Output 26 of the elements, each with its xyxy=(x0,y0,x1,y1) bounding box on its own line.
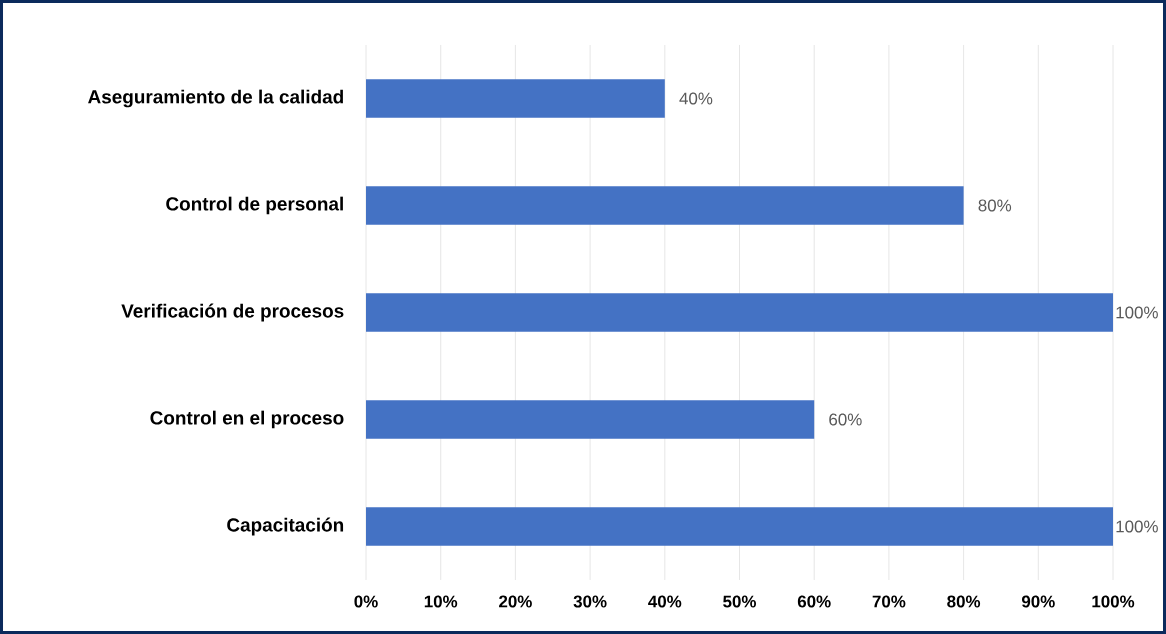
data-label: 100% xyxy=(1116,306,1158,319)
x-tick-label: 50% xyxy=(723,595,756,608)
x-tick-label: 40% xyxy=(648,595,682,608)
data-label: 40% xyxy=(679,92,713,105)
data-label: 60% xyxy=(829,413,862,426)
y-tick-label: Control en el proceso xyxy=(150,410,344,429)
bar xyxy=(366,79,665,118)
y-tick-label: Capacitación xyxy=(227,517,344,536)
y-tick-label: Aseguramiento de la calidad xyxy=(88,89,343,108)
bar xyxy=(366,507,1114,546)
x-tick-label: 90% xyxy=(1021,595,1055,608)
y-tick-label: Verificación de procesos xyxy=(121,303,344,322)
data-label: 80% xyxy=(978,199,1012,212)
bar xyxy=(366,293,1114,332)
x-tick-label: 30% xyxy=(573,595,607,608)
x-tick-label: 0% xyxy=(354,595,378,608)
data-label: 100% xyxy=(1116,520,1158,533)
y-tick-label: Control de personal xyxy=(166,196,343,215)
x-tick-label: 100% xyxy=(1092,595,1135,608)
x-tick-label: 80% xyxy=(947,595,981,608)
x-tick-label: 10% xyxy=(424,595,458,608)
x-tick-label: 20% xyxy=(499,595,532,608)
bar xyxy=(366,186,964,225)
x-tick-label: 70% xyxy=(872,595,906,608)
bar xyxy=(366,400,815,439)
x-tick-label: 60% xyxy=(797,595,831,608)
